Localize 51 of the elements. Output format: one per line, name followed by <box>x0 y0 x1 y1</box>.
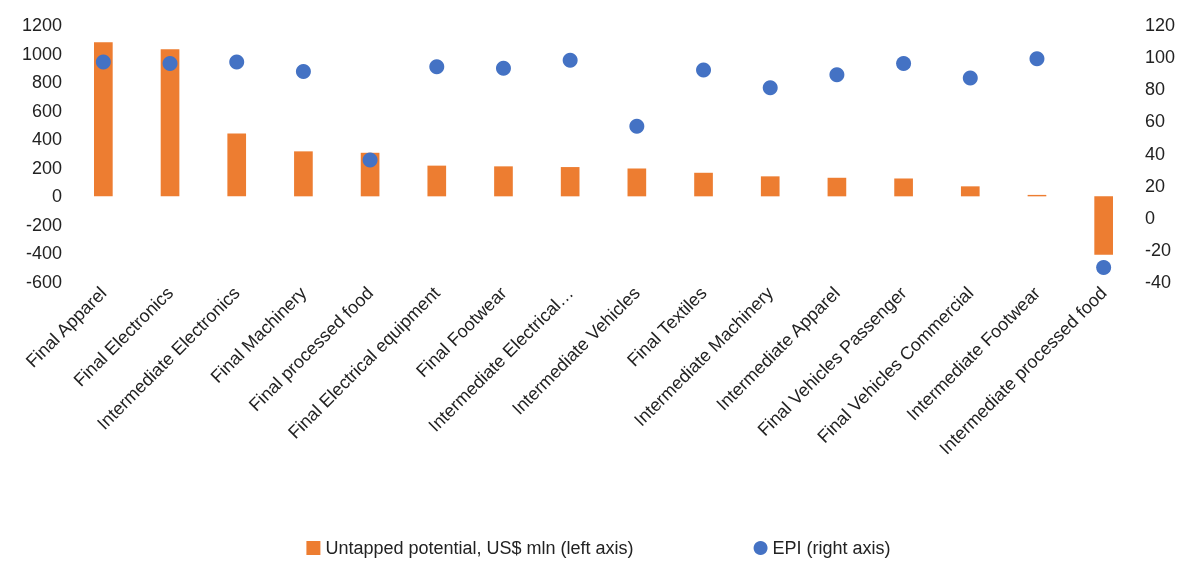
bar <box>94 42 113 197</box>
point <box>829 67 845 83</box>
bar <box>427 165 447 197</box>
point <box>962 70 978 86</box>
point <box>629 118 645 134</box>
bar <box>1094 196 1113 255</box>
y-tick-label: -600 <box>25 272 62 292</box>
point <box>362 152 378 168</box>
y-tick-label: 400 <box>31 129 62 150</box>
bar <box>960 186 980 197</box>
bar <box>760 176 780 197</box>
point <box>1029 51 1045 67</box>
bar <box>560 167 580 197</box>
y-tick-label: -400 <box>25 243 62 264</box>
legend-label: Untapped potential, US$ mln (left axis) <box>325 538 634 558</box>
bar <box>694 172 713 197</box>
bar <box>627 168 647 197</box>
point <box>896 56 912 72</box>
y-tick-label: 1000 <box>21 43 62 64</box>
y-tick-label: 1200 <box>21 15 62 35</box>
point <box>162 56 178 72</box>
y-tick-label: -200 <box>25 214 62 235</box>
y2-tick-label: -40 <box>1145 272 1172 292</box>
y-tick-label: 200 <box>31 157 62 178</box>
point <box>95 54 111 70</box>
y-tick-label: 800 <box>31 72 62 93</box>
bar <box>494 166 513 197</box>
point <box>295 64 311 80</box>
y2-tick-label: 100 <box>1145 47 1176 68</box>
y-tick-label: 0 <box>51 186 62 207</box>
y2-tick-label: 0 <box>1145 207 1156 228</box>
point <box>696 62 712 78</box>
bar <box>827 177 847 197</box>
legend-label: EPI (right axis) <box>772 538 891 558</box>
y2-tick-label: 80 <box>1145 79 1166 100</box>
bar <box>160 49 180 197</box>
y2-tick-label: 120 <box>1145 15 1176 35</box>
point <box>1096 260 1112 276</box>
y2-tick-label: 40 <box>1145 143 1166 164</box>
point <box>762 80 778 96</box>
point <box>495 60 511 76</box>
bar <box>227 133 247 197</box>
bar <box>894 178 913 197</box>
y2-tick-label: 60 <box>1145 111 1166 132</box>
bar <box>294 151 313 197</box>
y-tick-label: 600 <box>31 100 62 121</box>
point <box>429 59 445 75</box>
y2-tick-label: -20 <box>1145 239 1172 260</box>
point <box>229 54 245 70</box>
y2-tick-label: 20 <box>1145 175 1166 196</box>
point <box>562 52 578 68</box>
